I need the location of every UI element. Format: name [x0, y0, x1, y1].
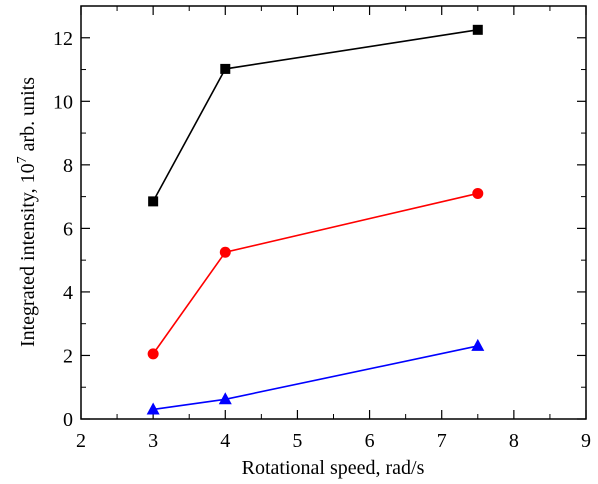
x-tick-label: 3	[148, 430, 158, 452]
x-axis-label: Rotational speed, rad/s	[242, 457, 425, 479]
y-tick-label: 10	[53, 91, 73, 113]
series-layer	[147, 25, 485, 415]
data-point	[220, 64, 230, 74]
y-tick-label: 6	[63, 218, 73, 240]
y-axis-label-superscript: 7	[15, 156, 30, 163]
x-tick-label: 8	[509, 430, 519, 452]
data-point	[220, 247, 231, 258]
series-line-2	[153, 346, 478, 410]
x-tick-label: 6	[365, 430, 375, 452]
y-tick-label: 0	[63, 409, 73, 431]
x-tick-label: 5	[292, 430, 302, 452]
y-axis-label-tail: arb. units	[17, 77, 39, 157]
data-point	[148, 196, 158, 206]
x-tick-label: 4	[220, 430, 230, 452]
data-point	[471, 339, 484, 351]
x-tick-label: 7	[437, 430, 447, 452]
series-line-0	[153, 30, 478, 202]
data-point	[472, 188, 483, 199]
y-axis-label: Integrated intensity, 107 arb. units	[15, 77, 39, 347]
x-tick-label: 2	[76, 430, 86, 452]
data-point	[473, 25, 483, 35]
y-tick-label: 12	[53, 28, 73, 50]
y-tick-label: 2	[63, 345, 73, 367]
series-line-1	[153, 193, 478, 353]
x-tick-label: 9	[581, 430, 591, 452]
y-tick-label: 8	[63, 155, 73, 177]
y-axis-label-main: Integrated intensity, 10	[17, 163, 39, 347]
data-point	[148, 348, 159, 359]
y-tick-label: 4	[63, 282, 73, 304]
